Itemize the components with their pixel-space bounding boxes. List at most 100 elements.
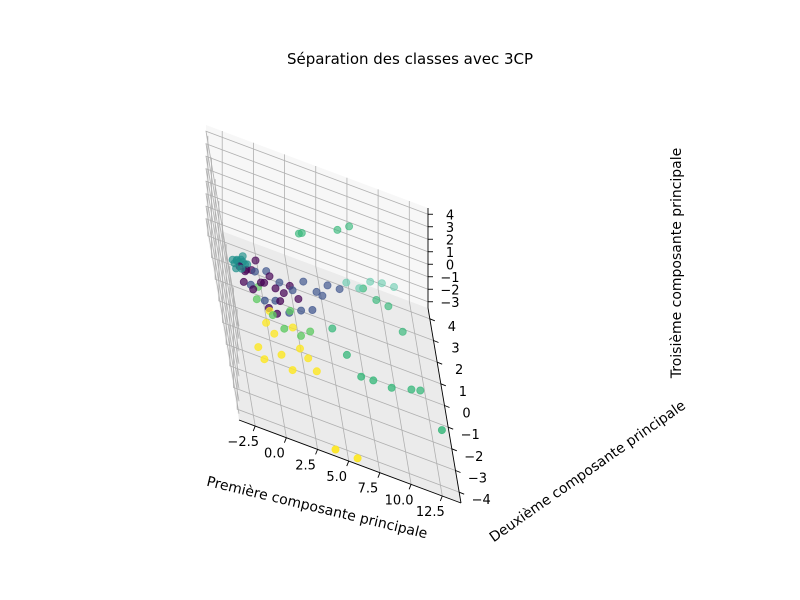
y-tick-label: −3 <box>468 472 487 487</box>
data-point <box>260 355 269 364</box>
data-point <box>437 426 446 435</box>
data-point <box>366 277 375 286</box>
data-point <box>250 267 259 276</box>
data-point <box>286 306 295 315</box>
data-point <box>333 225 342 234</box>
data-point <box>295 344 304 353</box>
data-point <box>275 278 284 287</box>
data-point <box>252 295 261 304</box>
z-gridline <box>205 180 429 377</box>
z-gridline <box>205 155 429 352</box>
z-tick-label: 2 <box>446 233 454 248</box>
data-point <box>345 222 354 231</box>
data-point <box>276 297 285 306</box>
data-point <box>237 264 246 273</box>
y-tick-label: 1 <box>459 385 467 400</box>
x-gridline <box>252 142 287 438</box>
y-tick <box>458 491 465 495</box>
data-point <box>353 454 362 463</box>
x-gridline <box>284 154 318 450</box>
data-point <box>280 324 289 333</box>
y-tick <box>444 405 450 408</box>
z-gridline <box>205 205 429 402</box>
data-point <box>288 323 297 332</box>
x-tick <box>408 484 412 490</box>
data-point <box>304 354 313 363</box>
x-tick <box>315 449 318 455</box>
data-point <box>389 282 398 291</box>
z-gridline <box>205 168 429 364</box>
z-tick-label: 3 <box>446 221 454 236</box>
x-tick <box>439 495 443 502</box>
z-axis-label: Troisième composante principale <box>669 148 685 380</box>
data-point <box>239 277 248 286</box>
data-point <box>416 386 425 395</box>
z-tick-label: 4 <box>446 208 454 223</box>
z-gridline <box>205 143 429 339</box>
x-tick-label: 10.0 <box>385 493 414 508</box>
y-axis-label: Deuxième composante principale <box>487 398 689 546</box>
data-point <box>296 331 305 340</box>
y-tick <box>447 426 454 430</box>
data-point <box>384 302 393 311</box>
data-point <box>308 305 317 314</box>
z-tick-label: −3 <box>440 296 459 311</box>
data-point <box>407 385 416 394</box>
y-tick <box>440 383 447 387</box>
chart-title: Séparation des classes avec 3CP <box>287 50 533 68</box>
data-point <box>369 376 378 385</box>
data-point <box>249 285 258 294</box>
y-tick <box>429 318 436 322</box>
data-point <box>335 285 344 294</box>
z-gridline <box>205 193 429 389</box>
data-point <box>372 295 381 304</box>
data-point <box>268 311 277 320</box>
data-point <box>262 318 271 327</box>
y-tick-label: 3 <box>451 342 459 357</box>
y-tick-label: −4 <box>472 493 491 508</box>
data-point <box>279 289 288 298</box>
data-point <box>342 350 351 359</box>
data-point <box>270 329 279 338</box>
x-tick-label: 2.5 <box>295 458 316 473</box>
data-point <box>377 279 386 288</box>
data-point <box>312 367 321 376</box>
x-tick <box>377 472 381 478</box>
y-tick <box>436 361 443 365</box>
data-point <box>260 278 269 287</box>
data-point <box>398 327 407 336</box>
data-point <box>277 350 286 359</box>
data-point <box>323 281 332 290</box>
x-tick <box>283 437 287 443</box>
x-gridline <box>377 189 412 485</box>
axis-gridlines <box>205 130 460 497</box>
data-point <box>288 286 297 295</box>
data-point <box>387 383 396 392</box>
data-point <box>294 294 303 303</box>
data-point <box>355 284 364 293</box>
x-tick-label: 12.5 <box>416 505 445 520</box>
data-point <box>357 372 366 381</box>
x-tick <box>252 425 256 432</box>
y-tick-label: −1 <box>461 428 480 443</box>
x-tick <box>346 460 350 467</box>
data-point <box>312 287 321 296</box>
x-tick-label: −2.5 <box>227 435 259 450</box>
data-point <box>331 445 340 454</box>
y-tick <box>451 448 458 452</box>
data-points <box>228 222 446 463</box>
data-point <box>318 291 327 300</box>
x-axis-line <box>238 419 462 504</box>
x-gridline <box>315 166 350 462</box>
back-pane <box>206 125 428 308</box>
data-point <box>271 284 280 293</box>
data-point <box>328 324 337 333</box>
y-tick-label: 0 <box>462 407 470 422</box>
y-tick <box>433 340 439 343</box>
data-point <box>251 256 260 265</box>
x-tick-label: 5.0 <box>326 470 347 485</box>
data-point <box>342 278 351 287</box>
z-tick-label: 0 <box>446 258 454 273</box>
z-tick-label: −2 <box>440 283 459 298</box>
